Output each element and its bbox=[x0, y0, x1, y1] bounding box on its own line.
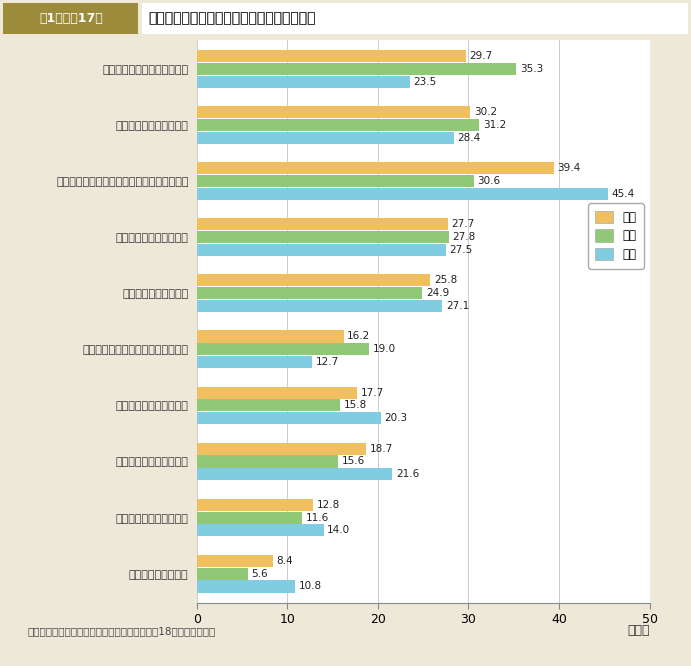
Text: 17.7: 17.7 bbox=[361, 388, 384, 398]
Bar bbox=[197, 132, 454, 144]
Text: 18.7: 18.7 bbox=[370, 444, 393, 454]
Text: 15.8: 15.8 bbox=[343, 400, 367, 410]
Text: 23.5: 23.5 bbox=[413, 77, 437, 87]
Bar bbox=[197, 386, 357, 398]
Text: 30.6: 30.6 bbox=[477, 176, 501, 186]
Bar bbox=[197, 511, 302, 523]
Bar bbox=[197, 443, 366, 455]
Text: 27.1: 27.1 bbox=[446, 301, 469, 311]
Text: 14.0: 14.0 bbox=[328, 525, 350, 535]
Text: 45.4: 45.4 bbox=[612, 189, 635, 199]
Bar bbox=[197, 231, 448, 243]
Text: 21.6: 21.6 bbox=[396, 470, 419, 480]
Bar bbox=[197, 356, 312, 368]
FancyBboxPatch shape bbox=[142, 3, 688, 34]
Text: 12.8: 12.8 bbox=[316, 500, 340, 509]
Text: 16.2: 16.2 bbox=[347, 332, 370, 342]
Bar bbox=[197, 63, 516, 75]
Bar bbox=[197, 107, 471, 119]
Bar bbox=[197, 330, 343, 342]
Bar bbox=[197, 524, 323, 536]
Bar bbox=[197, 468, 392, 480]
Bar bbox=[197, 76, 410, 88]
Text: 10.8: 10.8 bbox=[299, 581, 321, 591]
Text: 24.9: 24.9 bbox=[426, 288, 449, 298]
Text: 27.5: 27.5 bbox=[449, 245, 473, 255]
Bar bbox=[197, 456, 338, 468]
Text: 29.7: 29.7 bbox=[469, 51, 493, 61]
Text: 27.7: 27.7 bbox=[451, 219, 475, 229]
Text: 19.0: 19.0 bbox=[372, 344, 396, 354]
Text: 39.4: 39.4 bbox=[557, 163, 580, 173]
Bar bbox=[197, 119, 480, 131]
Bar bbox=[197, 499, 313, 511]
Bar bbox=[197, 412, 381, 424]
Bar bbox=[197, 274, 430, 286]
Text: 第1－特－17図: 第1－特－17図 bbox=[39, 12, 103, 25]
Text: 12.7: 12.7 bbox=[316, 357, 339, 367]
Text: 15.6: 15.6 bbox=[342, 456, 365, 466]
Bar bbox=[197, 175, 474, 187]
FancyBboxPatch shape bbox=[3, 3, 138, 34]
Text: 20.3: 20.3 bbox=[384, 414, 408, 424]
Bar bbox=[197, 300, 442, 312]
Bar bbox=[197, 581, 294, 593]
Legend: 総数, 女性, 男性: 総数, 女性, 男性 bbox=[588, 203, 643, 268]
Text: 31.2: 31.2 bbox=[483, 120, 507, 130]
Bar bbox=[197, 163, 553, 174]
Text: 5.6: 5.6 bbox=[252, 569, 268, 579]
Text: 8.4: 8.4 bbox=[276, 555, 293, 565]
Text: 35.3: 35.3 bbox=[520, 64, 543, 74]
Bar bbox=[197, 555, 273, 567]
Bar bbox=[197, 218, 448, 230]
Text: （日）: （日） bbox=[627, 624, 650, 637]
Bar bbox=[197, 188, 608, 200]
Bar bbox=[197, 400, 340, 412]
Text: 28.4: 28.4 bbox=[457, 133, 481, 143]
Bar bbox=[197, 344, 369, 356]
Text: （備考）　総務省「社会生活基本調査」（平成18年）より作成。: （備考） 総務省「社会生活基本調査」（平成18年）より作成。 bbox=[28, 626, 216, 636]
Text: 30.2: 30.2 bbox=[474, 107, 497, 117]
Text: 11.6: 11.6 bbox=[305, 513, 329, 523]
Bar bbox=[197, 567, 247, 579]
Bar bbox=[197, 287, 422, 299]
Text: 性別ボランティア活動の種類別平均行動日数: 性別ボランティア活動の種類別平均行動日数 bbox=[149, 11, 316, 25]
Text: 性別ボランティア活動の種類別平均行動日数: 性別ボランティア活動の種類別平均行動日数 bbox=[149, 11, 316, 25]
Bar bbox=[197, 244, 446, 256]
Text: 27.8: 27.8 bbox=[452, 232, 475, 242]
Text: 25.8: 25.8 bbox=[434, 276, 457, 286]
Bar bbox=[197, 50, 466, 62]
